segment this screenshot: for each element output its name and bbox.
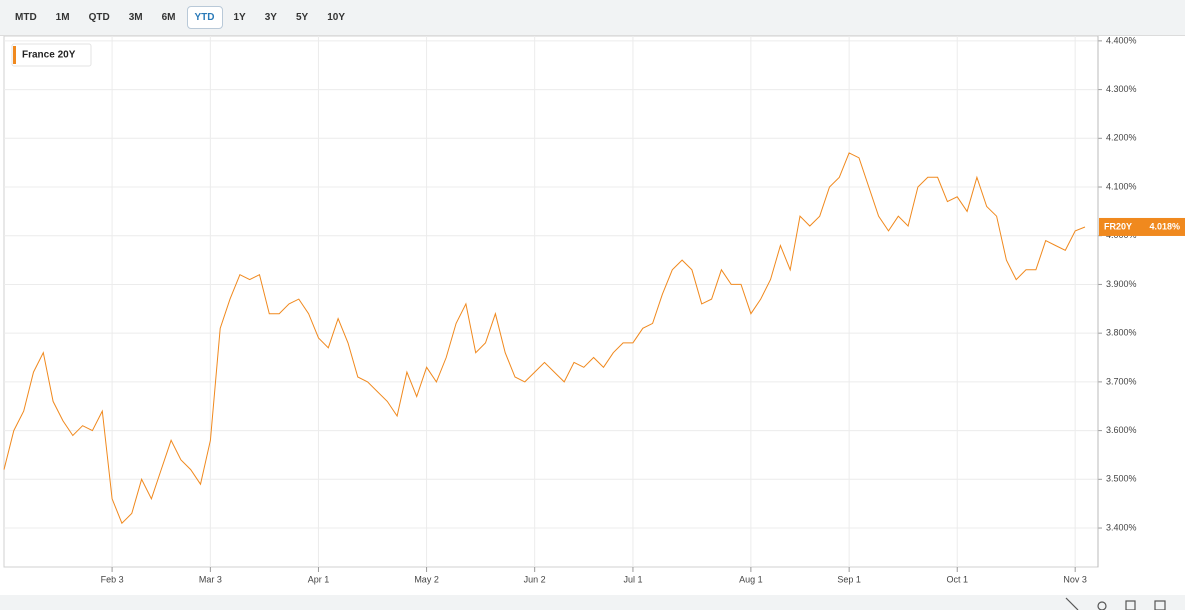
y-tick-label: 4.400% <box>1106 36 1137 45</box>
y-tick-label: 3.500% <box>1106 474 1137 484</box>
x-tick-label: Jun 2 <box>524 574 546 584</box>
x-tick-label: Aug 1 <box>739 574 763 584</box>
range-button[interactable]: 3Y <box>264 12 277 23</box>
legend: France 20Y <box>11 43 92 67</box>
y-tick-label: 3.800% <box>1106 328 1137 338</box>
legend-swatch <box>13 46 16 64</box>
series-line <box>3 152 1086 525</box>
legend-box <box>11 43 92 67</box>
x-tick-label: Jul 1 <box>623 574 642 584</box>
icon <box>1097 601 1107 610</box>
range-toolbar: MTD 1M QTD 3M 6M YTD 1Y 3Y 5Y 10Y <box>0 0 1185 36</box>
x-tick-label: Oct 1 <box>946 574 968 584</box>
x-tick-label: Sep 1 <box>837 574 861 584</box>
y-tick-label: 3.700% <box>1106 376 1137 386</box>
chart: 3.400%3.500%3.600%3.700%3.800%3.900%4.00… <box>0 36 1185 610</box>
x-tick-label: Feb 3 <box>101 574 124 584</box>
legend-label: France 20Y <box>22 50 76 61</box>
last-value-badge <box>1099 217 1185 236</box>
icon <box>1065 597 1079 610</box>
range-button[interactable]: 1M <box>55 12 70 23</box>
tool-icons <box>1065 597 1166 610</box>
x-tick-label: Nov 3 <box>1063 574 1087 584</box>
y-tick-label: 4.100% <box>1106 181 1137 191</box>
badge-value: 4.018% <box>1149 221 1180 231</box>
plot-area <box>3 36 1099 568</box>
x-tick-label: Apr 1 <box>308 574 330 584</box>
y-tick-label: 3.600% <box>1106 425 1137 435</box>
icon <box>1154 600 1166 610</box>
range-button[interactable]: 6M <box>161 12 176 23</box>
range-button[interactable]: MTD <box>15 12 37 23</box>
x-tick-label: Mar 3 <box>199 574 222 584</box>
range-button[interactable]: 5Y <box>295 12 309 23</box>
badge-name: FR20Y <box>1104 221 1132 231</box>
range-button[interactable]: YTD <box>186 6 223 29</box>
range-button[interactable]: QTD <box>88 12 110 23</box>
range-button[interactable]: 10Y <box>327 12 345 23</box>
range-button[interactable]: 1Y <box>233 12 246 23</box>
range-button[interactable]: 3M <box>128 12 143 23</box>
y-tick-label: 3.900% <box>1106 279 1137 289</box>
y-tick-label: 4.300% <box>1106 84 1137 94</box>
y-tick-label: 4.200% <box>1106 133 1137 143</box>
x-tick-label: May 2 <box>414 574 439 584</box>
icon <box>1125 600 1136 610</box>
y-tick-label: 3.400% <box>1106 522 1137 532</box>
bottom-bar <box>0 595 1185 610</box>
